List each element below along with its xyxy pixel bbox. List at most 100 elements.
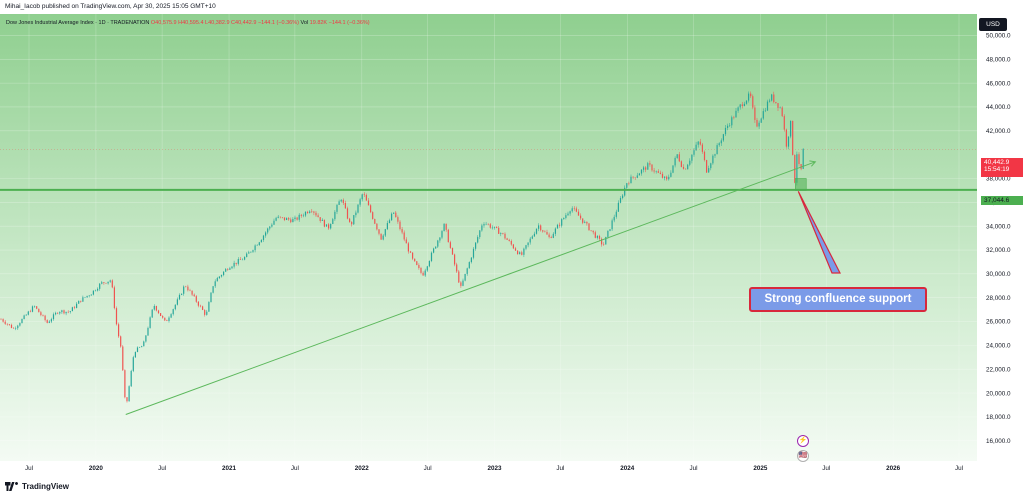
- candle-body: [73, 307, 76, 308]
- candle-body: [319, 217, 321, 221]
- candle-body: [607, 230, 609, 237]
- candle-body: [180, 293, 183, 295]
- us-flag-event-icon[interactable]: 🇺🇸: [797, 450, 809, 462]
- candle-body: [54, 312, 57, 315]
- candle-body: [315, 212, 317, 216]
- candle-body: [382, 235, 384, 240]
- bar-countdown: 15:54:19: [984, 166, 1010, 173]
- candle-body: [399, 221, 401, 230]
- candle-body: [708, 168, 710, 173]
- candle-body: [519, 252, 521, 255]
- candle-body: [449, 242, 451, 248]
- candle-body: [680, 161, 682, 167]
- time-tick-label: Jul: [158, 465, 166, 472]
- candle-body: [691, 154, 693, 161]
- candle-body: [714, 154, 716, 156]
- candle-body: [306, 211, 309, 213]
- time-tick-label: Jul: [25, 465, 33, 472]
- candle-body: [273, 220, 275, 225]
- chart-area[interactable]: 50,000.0 48,000.0 46,000.0 44,000.0 42,000.0…: [0, 14, 1024, 475]
- candle-body: [267, 228, 269, 233]
- candle-body: [340, 199, 342, 202]
- candle-body: [220, 274, 223, 277]
- candle-body: [6, 323, 8, 325]
- candle-body: [697, 141, 699, 145]
- candle-body: [388, 220, 391, 224]
- candle-body: [571, 208, 573, 212]
- candle-body: [758, 122, 760, 127]
- time-tick-label: 2022: [355, 465, 370, 472]
- candle-body: [575, 208, 577, 212]
- candle-body: [544, 231, 546, 233]
- candle-body: [638, 173, 640, 176]
- candle-body: [317, 215, 319, 218]
- candle-body: [699, 141, 701, 145]
- candle-body: [504, 233, 506, 239]
- tradingview-logo-icon[interactable]: [5, 482, 19, 491]
- candle-body: [487, 223, 489, 225]
- candle-body: [141, 346, 143, 348]
- candle-body: [130, 370, 132, 387]
- candle-body: [600, 238, 603, 245]
- candle-body: [579, 215, 582, 219]
- candle-body: [483, 224, 485, 226]
- candle-body: [290, 219, 292, 223]
- candle-body: [214, 281, 216, 287]
- candle-body: [414, 258, 416, 262]
- time-axis: Jul 2020 Jul 2021 Jul 2022 Jul 2023 Jul 2024 Jul 20…: [0, 461, 1024, 475]
- legend-low: L40,382.9: [205, 20, 230, 26]
- candle-body: [458, 271, 460, 283]
- candle-body: [63, 310, 65, 314]
- candle-body: [384, 229, 386, 236]
- candle-body: [33, 306, 36, 307]
- candle-body: [323, 219, 325, 227]
- callout-pointer: [797, 191, 841, 274]
- candle-body: [42, 315, 44, 316]
- candle-body: [651, 164, 653, 171]
- candle-body: [325, 224, 328, 227]
- candle-body: [609, 229, 611, 231]
- candle-body: [183, 286, 185, 294]
- candle-body: [241, 259, 244, 261]
- candle-body: [441, 231, 443, 238]
- candle-body: [495, 226, 498, 228]
- candle-body: [672, 165, 674, 173]
- candle-body: [90, 294, 92, 296]
- candle-body: [59, 312, 61, 314]
- time-tick-label: 2025: [753, 465, 768, 472]
- candle-body: [783, 116, 785, 130]
- candle-body: [750, 93, 752, 97]
- price-tick-label: 18,000.0: [986, 414, 1011, 421]
- candle-body: [537, 225, 540, 229]
- candle-body: [800, 164, 802, 169]
- candle-body: [365, 195, 367, 201]
- candle-body: [342, 199, 344, 203]
- candle-body: [155, 306, 157, 311]
- candle-body: [151, 309, 153, 318]
- candle-body: [61, 310, 63, 313]
- candle-body: [292, 219, 294, 223]
- candle-body: [113, 287, 115, 309]
- confluence-callout[interactable]: Strong confluence support: [749, 287, 927, 312]
- candle-body: [185, 286, 187, 288]
- candle-body: [285, 218, 288, 220]
- candle-body: [225, 269, 227, 272]
- candle-body: [462, 280, 464, 286]
- flash-event-icon[interactable]: ⚡: [797, 435, 809, 447]
- candle-body: [716, 145, 718, 155]
- candle-body: [69, 311, 71, 313]
- candle-body: [132, 357, 134, 371]
- currency-button[interactable]: USD: [979, 18, 1007, 31]
- brand-name[interactable]: TradingView: [22, 482, 69, 491]
- candle-body: [649, 163, 651, 165]
- candle-body: [617, 202, 619, 212]
- candle-body: [2, 319, 4, 322]
- candle-body: [298, 214, 300, 220]
- candle-body: [645, 167, 647, 170]
- price-chart[interactable]: 50,000.0 48,000.0 46,000.0 44,000.0 42,000.0…: [0, 14, 1024, 475]
- chart-background: [0, 14, 977, 461]
- candle-body: [25, 314, 27, 316]
- candle-body: [514, 248, 517, 251]
- candle-body: [67, 311, 69, 313]
- candle-body: [731, 117, 733, 126]
